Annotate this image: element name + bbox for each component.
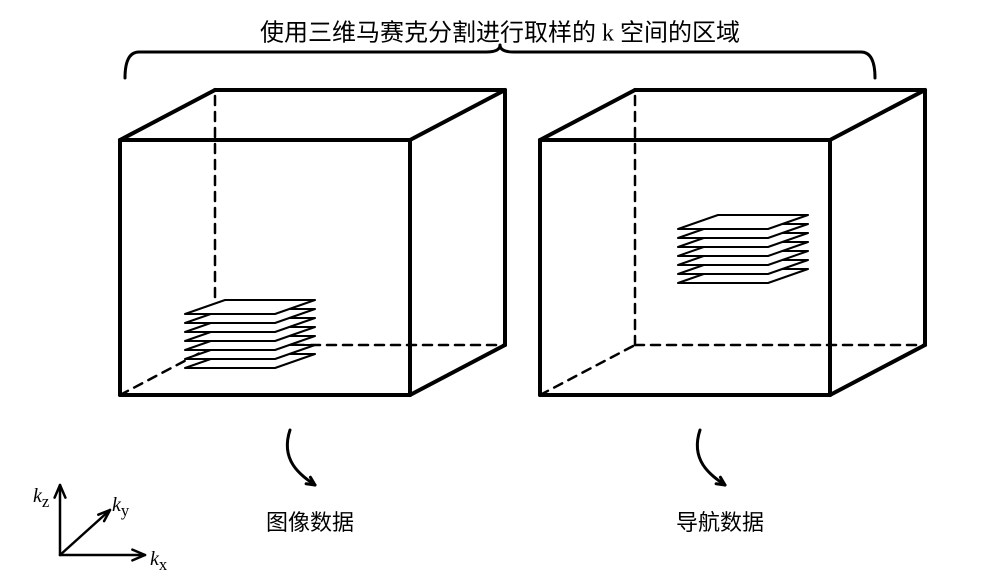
diagram-svg (0, 0, 1000, 587)
